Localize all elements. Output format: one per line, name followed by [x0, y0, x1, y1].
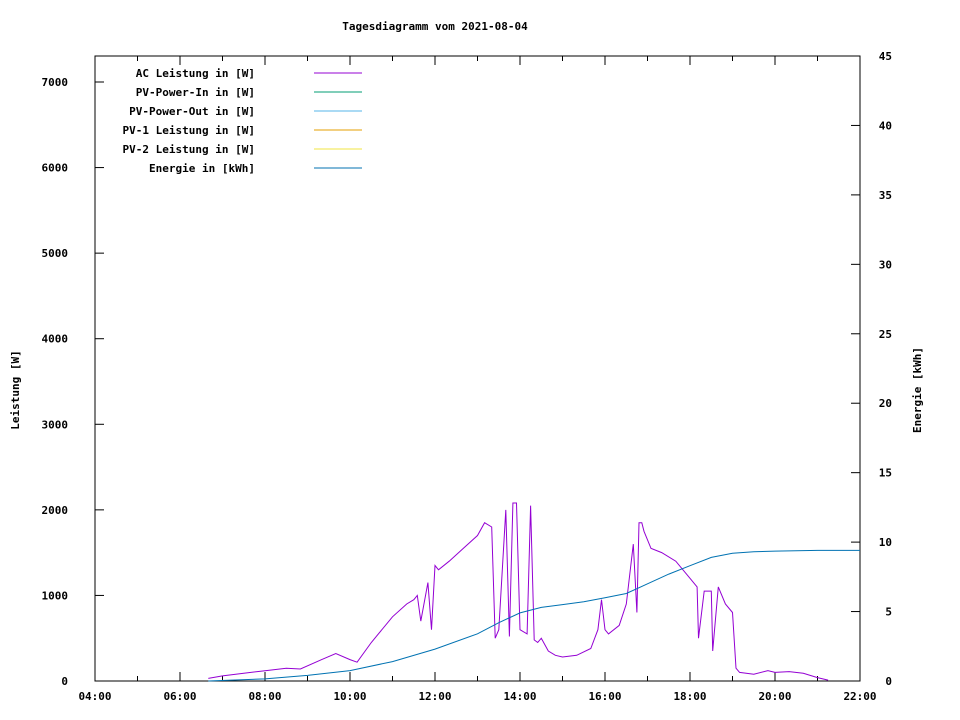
- series-group: [208, 502, 860, 682]
- x-tick-label: 18:00: [673, 690, 706, 703]
- x-tick-label: 08:00: [248, 690, 281, 703]
- y2-tick-label: 10: [879, 536, 892, 549]
- y-tick-label: 2000: [42, 504, 69, 517]
- y2-tick-label: 15: [879, 467, 892, 480]
- y2-axis-label: Energie [kWh]: [911, 347, 924, 433]
- x-tick-label: 10:00: [333, 690, 366, 703]
- series-line: [208, 502, 829, 681]
- y-tick-label: 1000: [42, 589, 69, 602]
- y2-tick-label: 35: [879, 189, 892, 202]
- x-tick-label: 22:00: [843, 690, 876, 703]
- legend-label: PV-2 Leistung in [W]: [123, 143, 255, 156]
- y-axis-label: Leistung [W]: [9, 350, 22, 429]
- y2-tick-label: 5: [885, 606, 892, 619]
- legend: AC Leistung in [W] PV-Power-In in [W] PV-P…: [123, 67, 362, 175]
- x-tick-label: 04:00: [78, 690, 111, 703]
- y2-tick-label: 30: [879, 258, 892, 271]
- legend-label: Energie in [kWh]: [149, 162, 255, 175]
- y2-tick-label: 45: [879, 50, 892, 63]
- y2-tick-label: 0: [885, 675, 892, 688]
- y-tick-label: 5000: [42, 247, 69, 260]
- y-tick-label: 7000: [42, 76, 69, 89]
- y2-tick-label: 40: [879, 119, 892, 132]
- chart-title: Tagesdiagramm vom 2021-08-04: [342, 20, 528, 33]
- legend-label: PV-1 Leistung in [W]: [123, 124, 255, 137]
- legend-label: AC Leistung in [W]: [136, 67, 255, 80]
- x-tick-label: 14:00: [503, 690, 536, 703]
- y2-tick-label: 25: [879, 328, 892, 341]
- axes: 04:00 06:00 08:00 10:00 12:00 14:00 16:00 18:00…: [42, 50, 893, 703]
- y-tick-label: 6000: [42, 162, 69, 175]
- y-tick-label: 0: [61, 675, 68, 688]
- y-tick-label: 3000: [42, 418, 69, 431]
- x-tick-label: 16:00: [588, 690, 621, 703]
- x-tick-label: 20:00: [758, 690, 791, 703]
- x-tick-label: 12:00: [418, 690, 451, 703]
- y-tick-label: 4000: [42, 333, 69, 346]
- legend-label: PV-Power-Out in [W]: [129, 105, 255, 118]
- series-line: [208, 549, 860, 682]
- y2-tick-label: 20: [879, 397, 892, 410]
- x-tick-label: 06:00: [163, 690, 196, 703]
- legend-label: PV-Power-In in [W]: [136, 86, 255, 99]
